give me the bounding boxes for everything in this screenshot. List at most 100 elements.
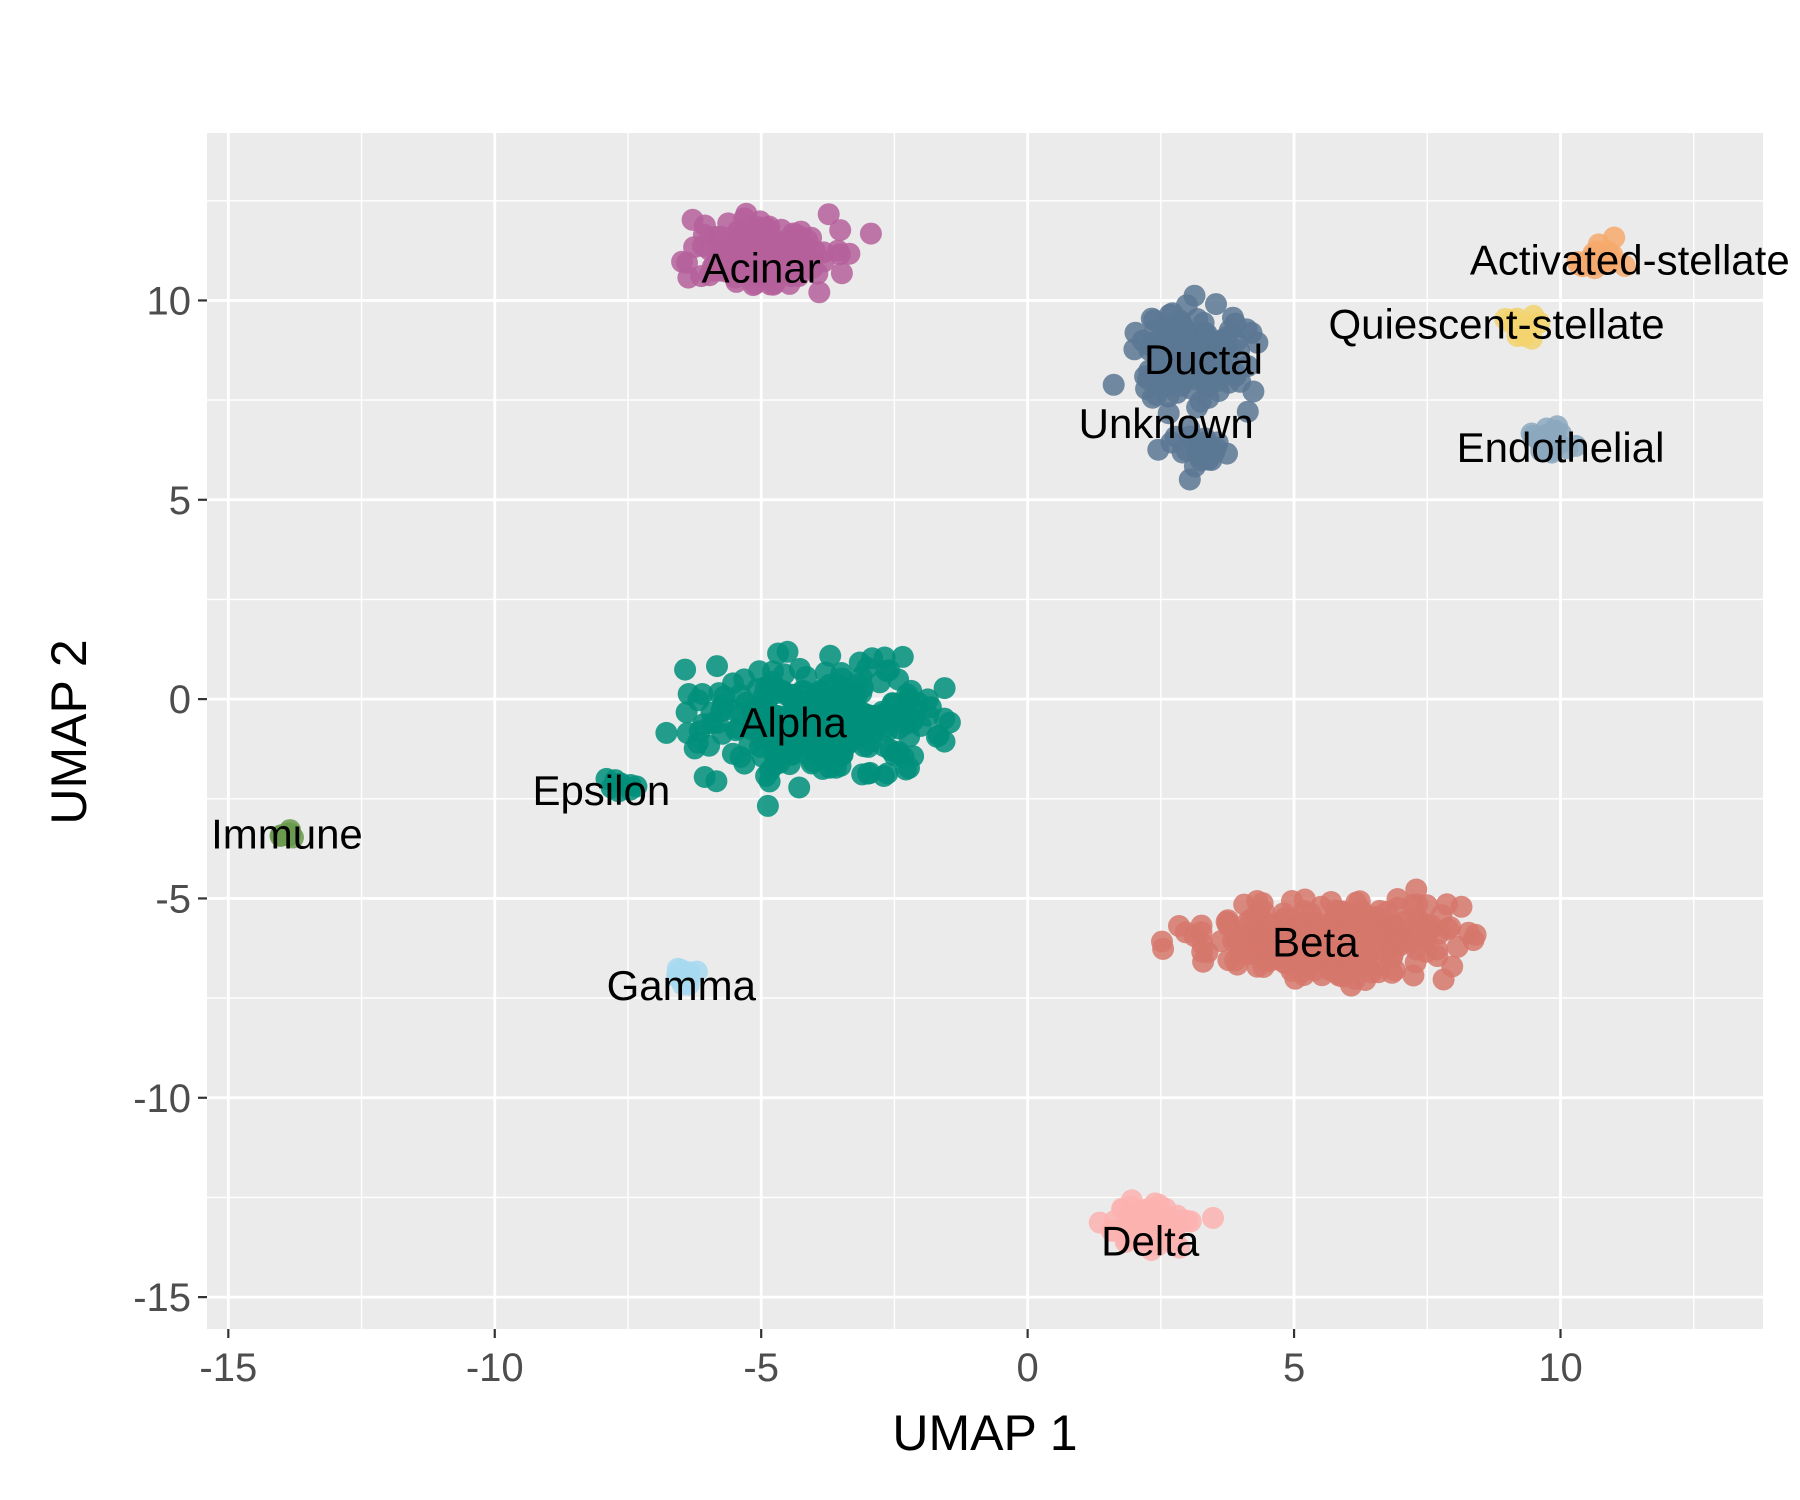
scatter-point xyxy=(671,250,694,273)
scatter-point xyxy=(693,766,716,788)
scatter-point xyxy=(1603,226,1626,249)
scatter-point xyxy=(1327,926,1350,949)
scatter-point xyxy=(898,757,920,779)
scatter-point xyxy=(1430,904,1453,927)
scatter-point xyxy=(1218,319,1241,342)
y-tick-label: 10 xyxy=(147,279,192,323)
cluster-label: Immune xyxy=(211,811,363,858)
plot-panel xyxy=(207,133,1763,1329)
scatter-point xyxy=(1365,924,1387,947)
x-axis-title: UMAP 1 xyxy=(892,1405,1077,1461)
cluster-label: Beta xyxy=(1272,918,1359,965)
scatter-point xyxy=(1207,380,1230,402)
scatter-point xyxy=(1179,1210,1202,1233)
scatter-point xyxy=(1152,937,1175,960)
scatter-point xyxy=(727,717,750,740)
scatter-point xyxy=(1124,321,1147,344)
y-tick-label: -15 xyxy=(133,1276,191,1320)
scatter-point xyxy=(676,968,699,991)
scatter-point xyxy=(761,709,784,732)
scatter-point xyxy=(825,689,848,712)
scatter-point xyxy=(725,270,748,293)
scatter-point xyxy=(1236,400,1259,423)
scatter-point xyxy=(1501,308,1524,331)
y-axis-title: UMAP 2 xyxy=(41,639,97,824)
scatter-point xyxy=(873,646,896,669)
scatter-point xyxy=(871,700,894,723)
x-tick-label: 0 xyxy=(1017,1346,1039,1390)
scatter-point xyxy=(1544,432,1566,455)
scatter-point xyxy=(818,749,841,772)
scatter-point xyxy=(1240,908,1262,931)
scatter-point xyxy=(808,281,831,304)
scatter-point xyxy=(1120,1189,1143,1212)
x-tick-label: -15 xyxy=(199,1346,257,1390)
scatter-point xyxy=(838,242,861,265)
cluster-labels: Acinar Ductal Unknown Activated-stellate Qui… xyxy=(211,237,1790,1265)
scatter-point xyxy=(1163,1228,1186,1251)
scatter-point xyxy=(691,235,714,258)
scatter-point xyxy=(1157,402,1180,425)
scatter-point xyxy=(1462,929,1485,952)
scatter-point xyxy=(1281,890,1303,912)
scatter-point xyxy=(761,241,784,264)
cluster-label: Endothelial xyxy=(1457,424,1665,471)
scatter-point xyxy=(786,697,809,720)
scatter-point xyxy=(713,685,736,708)
scatter-point xyxy=(842,688,865,710)
scatter-point xyxy=(595,767,618,790)
scatter-point xyxy=(1206,431,1229,454)
scatter-point xyxy=(927,724,950,747)
scatter-point xyxy=(708,259,731,282)
scatter-point xyxy=(1348,890,1371,913)
scatter-point xyxy=(1191,940,1214,963)
x-tick-label: -5 xyxy=(743,1346,779,1390)
scatter-point xyxy=(829,219,852,242)
scatter-point xyxy=(1161,352,1184,375)
scatter-point xyxy=(1270,949,1293,972)
scatter-point xyxy=(1187,444,1210,467)
scatter-point xyxy=(817,203,840,226)
scatter-point xyxy=(1224,928,1247,951)
scatter-point xyxy=(706,655,728,678)
scatter-point xyxy=(808,699,831,722)
scatter-point xyxy=(819,644,842,667)
scatter-point xyxy=(1418,919,1441,942)
y-tick-label: 0 xyxy=(169,678,191,722)
scatter-point xyxy=(1088,1211,1111,1234)
scatter-point xyxy=(1380,946,1403,969)
cluster-label: Activated-stellate xyxy=(1470,237,1790,284)
scatter-point xyxy=(860,730,882,753)
scatter-point xyxy=(731,225,754,248)
scatter-point xyxy=(731,248,753,271)
scatter-point xyxy=(1242,380,1265,403)
scatter-point xyxy=(802,750,825,773)
cluster-label: Acinar xyxy=(702,245,821,292)
x-tick-label: 10 xyxy=(1538,1346,1583,1390)
scatter-point xyxy=(1217,949,1240,972)
scatter-point xyxy=(655,721,678,744)
cluster-label: Delta xyxy=(1101,1217,1200,1264)
y-axis: -15 -10 -5 0 5 10 xyxy=(133,279,207,1320)
scatter-point xyxy=(1415,940,1438,963)
scatter-point xyxy=(759,759,782,782)
x-tick-label: 5 xyxy=(1283,1346,1305,1390)
scatter-point xyxy=(706,711,729,734)
y-tick-label: -5 xyxy=(155,877,191,921)
scatter-point xyxy=(795,665,818,688)
scatter-point xyxy=(1150,1214,1173,1237)
scatter-point xyxy=(1158,314,1181,337)
scatter-point xyxy=(1569,252,1592,275)
cluster-label: Ductal xyxy=(1144,336,1263,383)
scatter-point xyxy=(1590,249,1613,272)
scatter-point xyxy=(812,241,835,264)
scatter-point xyxy=(1166,381,1188,404)
x-axis: -15 -10 -5 0 5 10 xyxy=(199,1329,1583,1390)
scatter-point xyxy=(753,684,776,706)
scatter-point xyxy=(1147,438,1170,461)
scatter-point xyxy=(1123,338,1146,361)
scatter-point xyxy=(850,666,873,689)
scatter-point xyxy=(859,761,881,784)
scatter-point xyxy=(1246,890,1269,912)
scatter-point xyxy=(1102,373,1125,396)
